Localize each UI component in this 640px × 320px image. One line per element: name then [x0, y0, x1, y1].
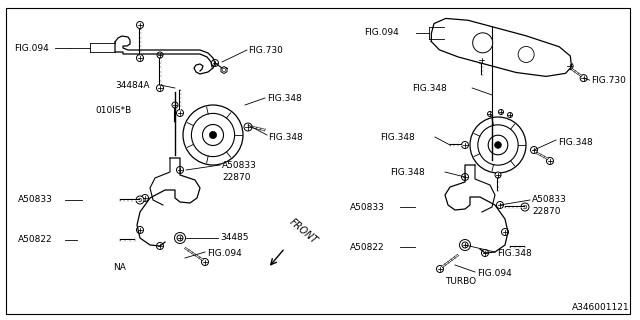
Circle shape	[473, 33, 493, 53]
Text: A50833: A50833	[18, 196, 53, 204]
Circle shape	[209, 132, 216, 139]
Circle shape	[521, 203, 529, 211]
Circle shape	[461, 141, 468, 148]
Circle shape	[461, 173, 468, 180]
Text: A50833: A50833	[222, 161, 257, 170]
Circle shape	[488, 111, 493, 116]
Circle shape	[136, 54, 143, 61]
Text: FIG.348: FIG.348	[390, 167, 425, 177]
Circle shape	[478, 57, 485, 64]
Text: 22870: 22870	[532, 207, 561, 217]
Circle shape	[202, 124, 223, 146]
Text: FIG.094: FIG.094	[364, 28, 399, 37]
Text: 010IS*B: 010IS*B	[95, 106, 131, 115]
Circle shape	[136, 21, 143, 28]
Circle shape	[436, 266, 444, 273]
Text: FIG.348: FIG.348	[380, 132, 415, 141]
Text: FIG.094: FIG.094	[207, 250, 242, 259]
Text: FIG.348: FIG.348	[558, 138, 593, 147]
Text: 34485: 34485	[220, 234, 248, 243]
Text: 22870: 22870	[222, 172, 250, 181]
Circle shape	[497, 202, 504, 209]
Text: FIG.348: FIG.348	[268, 132, 303, 141]
Circle shape	[177, 166, 184, 173]
Circle shape	[502, 228, 509, 236]
Circle shape	[211, 60, 218, 67]
Circle shape	[191, 113, 235, 156]
Circle shape	[518, 46, 534, 62]
Text: A50822: A50822	[18, 236, 52, 244]
Circle shape	[580, 75, 587, 82]
Text: FIG.730: FIG.730	[248, 45, 283, 54]
Circle shape	[136, 196, 144, 204]
Circle shape	[175, 233, 186, 244]
Circle shape	[499, 109, 504, 115]
Circle shape	[495, 172, 501, 178]
Text: FIG.348: FIG.348	[267, 93, 301, 102]
Circle shape	[470, 117, 526, 173]
Circle shape	[172, 102, 178, 108]
Text: FIG.348: FIG.348	[412, 84, 447, 92]
Text: 34484A: 34484A	[115, 81, 150, 90]
Circle shape	[157, 52, 163, 58]
Text: A346001121: A346001121	[572, 303, 630, 312]
Circle shape	[141, 195, 148, 202]
Text: A50822: A50822	[350, 243, 385, 252]
Polygon shape	[431, 19, 572, 76]
Circle shape	[244, 123, 252, 131]
Text: TURBO: TURBO	[445, 277, 476, 286]
Circle shape	[481, 250, 488, 257]
Circle shape	[157, 243, 163, 250]
Text: FIG.730: FIG.730	[591, 76, 627, 84]
Circle shape	[183, 105, 243, 165]
Text: FIG.094: FIG.094	[14, 44, 49, 52]
Circle shape	[177, 235, 183, 241]
Circle shape	[547, 157, 554, 164]
Text: A50833: A50833	[350, 203, 385, 212]
Circle shape	[460, 239, 470, 251]
Text: FRONT: FRONT	[287, 217, 319, 246]
Circle shape	[508, 113, 513, 117]
Circle shape	[136, 227, 143, 234]
Circle shape	[478, 125, 518, 165]
Circle shape	[222, 68, 226, 72]
Circle shape	[495, 142, 501, 148]
Circle shape	[462, 242, 468, 248]
Circle shape	[566, 63, 573, 70]
Circle shape	[202, 259, 209, 266]
Text: A50833: A50833	[532, 196, 567, 204]
Circle shape	[531, 147, 538, 154]
Circle shape	[157, 84, 163, 92]
Text: FIG.094: FIG.094	[477, 269, 512, 278]
Circle shape	[177, 109, 184, 116]
Text: FIG.348: FIG.348	[497, 250, 532, 259]
Circle shape	[488, 135, 508, 155]
Text: NA: NA	[113, 263, 127, 273]
